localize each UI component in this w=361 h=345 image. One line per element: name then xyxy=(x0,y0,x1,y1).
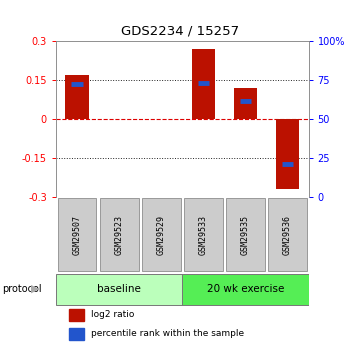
FancyBboxPatch shape xyxy=(58,198,96,271)
Text: 20 wk exercise: 20 wk exercise xyxy=(207,284,284,294)
Bar xyxy=(276,119,299,189)
Bar xyxy=(65,75,88,119)
Text: GSM29523: GSM29523 xyxy=(115,215,123,255)
Text: GSM29536: GSM29536 xyxy=(283,215,292,255)
Text: GSM29507: GSM29507 xyxy=(73,215,82,255)
FancyBboxPatch shape xyxy=(226,198,265,271)
Text: log2 ratio: log2 ratio xyxy=(91,310,135,319)
Bar xyxy=(234,88,257,119)
FancyBboxPatch shape xyxy=(268,198,307,271)
FancyBboxPatch shape xyxy=(184,198,223,271)
Text: ▶: ▶ xyxy=(31,284,40,294)
Bar xyxy=(69,309,84,321)
FancyBboxPatch shape xyxy=(142,198,180,271)
FancyBboxPatch shape xyxy=(56,274,182,305)
Text: GSM29529: GSM29529 xyxy=(157,215,166,255)
Bar xyxy=(69,328,84,339)
Text: baseline: baseline xyxy=(97,284,141,294)
Text: GDS2234 / 15257: GDS2234 / 15257 xyxy=(121,24,240,37)
FancyBboxPatch shape xyxy=(182,274,309,305)
Bar xyxy=(192,49,215,119)
Text: protocol: protocol xyxy=(2,284,42,294)
FancyBboxPatch shape xyxy=(100,198,139,271)
Text: GSM29533: GSM29533 xyxy=(199,215,208,255)
Text: GSM29535: GSM29535 xyxy=(241,215,250,255)
Text: percentile rank within the sample: percentile rank within the sample xyxy=(91,329,244,338)
